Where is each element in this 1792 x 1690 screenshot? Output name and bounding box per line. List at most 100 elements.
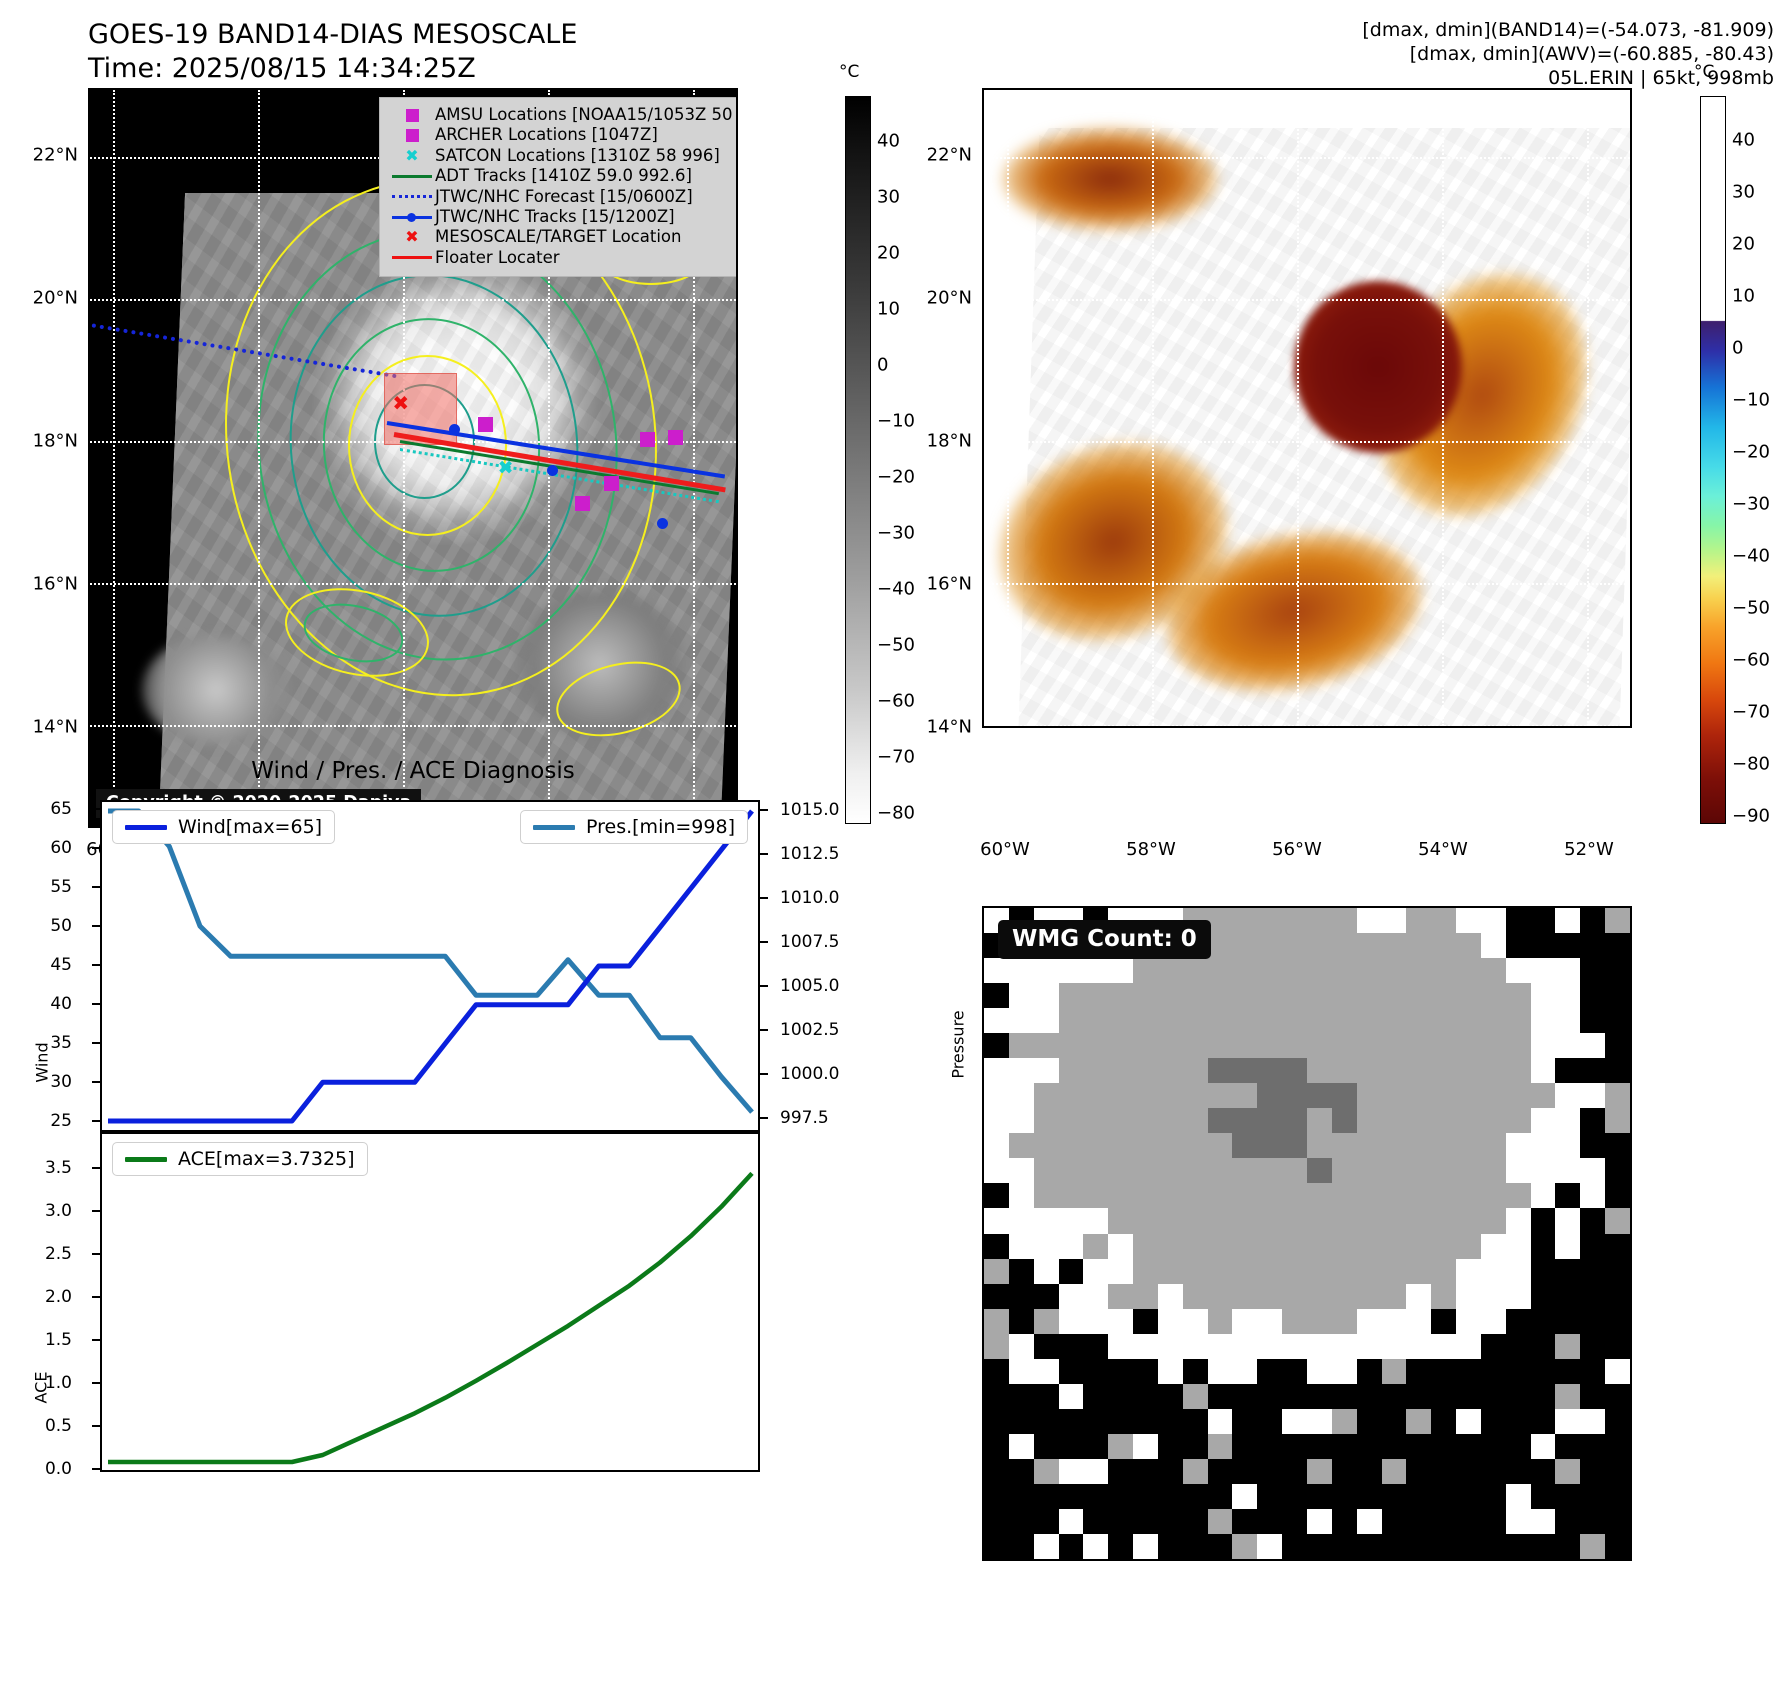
- wmg-cell: [1530, 1233, 1556, 1259]
- wmg-cell: [1133, 1383, 1159, 1410]
- ace-ytick: 1.0: [44, 1373, 72, 1393]
- wmg-cell: [1356, 1108, 1382, 1134]
- wmg-cell: [1480, 1408, 1507, 1435]
- wmg-cell: [984, 1083, 1010, 1109]
- wmg-cell: [1381, 1083, 1407, 1109]
- wmg-cell: [1530, 1533, 1556, 1559]
- wmg-cell: [1331, 1383, 1358, 1410]
- wmg-cell: [1530, 1383, 1556, 1410]
- wmg-cell: [1083, 983, 1109, 1009]
- wmg-cell: [1307, 1533, 1333, 1559]
- bd-enhanced-ir-map[interactable]: [982, 88, 1632, 728]
- ir-satellite-map[interactable]: ✖ ✖ AMSU Locations [NOAA15/1053Z 50 1001…: [88, 88, 738, 828]
- wmg-cell: [1108, 1383, 1134, 1410]
- wmg-cell: [1580, 1333, 1606, 1360]
- wmg-cell: [1282, 958, 1308, 984]
- pressure-legend: Pres.[min=998]: [520, 810, 748, 844]
- wind-line: [108, 809, 754, 1124]
- wmg-cell: [1580, 908, 1606, 934]
- wmg-cell: [984, 1158, 1010, 1184]
- wind-pressure-chart[interactable]: Wind[max=65] Pres.[min=998]: [100, 800, 760, 1132]
- colorbar-tick: 0: [877, 354, 889, 376]
- wmg-cell: [1580, 1258, 1606, 1284]
- wmg-cell: [1431, 933, 1457, 959]
- wmg-cell: [1381, 1533, 1407, 1559]
- wmg-cell: [1257, 1208, 1283, 1234]
- cloud-blob: [516, 590, 685, 738]
- wmg-cell: [1207, 1383, 1233, 1410]
- wmg-cell: [1406, 1008, 1432, 1034]
- wmg-cell: [1008, 1008, 1035, 1034]
- wmg-cell: [1133, 1483, 1159, 1510]
- wmg-cell: [1157, 1058, 1184, 1084]
- wmg-cell: [1108, 1133, 1134, 1159]
- wmg-cell: [1282, 1308, 1308, 1335]
- wmg-cell: [1232, 1533, 1258, 1559]
- wmg-cell: [1257, 1333, 1283, 1360]
- wmg-cell: [1505, 1433, 1531, 1460]
- ace-chart[interactable]: ACE[max=3.7325]: [100, 1132, 760, 1472]
- wmg-cell: [1505, 1183, 1531, 1209]
- wmg-cell: [1058, 1308, 1084, 1335]
- archer-location-marker: [575, 496, 591, 512]
- wmg-cell: [1307, 1008, 1333, 1034]
- wmg-cell: [1257, 1008, 1283, 1034]
- wmg-cell: [1232, 1333, 1258, 1360]
- wmg-cell: [1480, 1483, 1507, 1510]
- wmg-cell: [1058, 1083, 1084, 1109]
- wmg-cell: [1058, 1058, 1084, 1084]
- ir-lat-tick: 20°N: [32, 287, 78, 309]
- wmg-cell: [1058, 1158, 1084, 1184]
- wmg-cell: [1605, 1508, 1630, 1535]
- wmg-cell: [1406, 1233, 1432, 1259]
- wmg-cell: [1580, 1158, 1606, 1184]
- wmg-cell: [984, 958, 1010, 984]
- wmg-cell: [1356, 1408, 1382, 1435]
- wmg-cell: [1257, 1158, 1283, 1184]
- wmg-cell: [984, 1283, 1010, 1309]
- wmg-cell: [1108, 1258, 1134, 1284]
- colorbar-tick: −40: [877, 578, 915, 600]
- wmg-cell: [1505, 1158, 1531, 1184]
- wmg-cell: [1282, 1083, 1308, 1109]
- wmg-cell: [1456, 1108, 1482, 1134]
- wmg-cell: [1555, 1033, 1581, 1059]
- wmg-cell: [1356, 1258, 1382, 1284]
- wind-ytick: 35: [50, 1033, 72, 1053]
- wmg-cell: [1307, 1458, 1333, 1485]
- wmg-cell: [1480, 1458, 1507, 1485]
- grid-line-lat: [90, 583, 736, 586]
- wmg-cell: [1282, 1133, 1308, 1159]
- wmg-cell: [1356, 958, 1382, 984]
- wmg-cell: [1480, 933, 1507, 959]
- wmg-cell: [984, 1183, 1010, 1209]
- wmg-cell: [1083, 1133, 1109, 1159]
- grid-line-lat: [984, 156, 1630, 159]
- grid-line-lon: [1586, 90, 1589, 726]
- wmg-cell: [1157, 1183, 1184, 1209]
- wmg-cell: [1083, 1033, 1109, 1059]
- wmg-cell: [1456, 1258, 1482, 1284]
- wmg-cell: [1157, 1283, 1184, 1309]
- wmg-cell: [1605, 1133, 1630, 1159]
- legend-row: Floater Locater: [389, 248, 736, 268]
- wmg-cell: [1555, 908, 1581, 934]
- wmg-cell: [1356, 933, 1382, 959]
- wmg-cell: [1605, 1533, 1630, 1559]
- wmg-cell: [1480, 908, 1507, 934]
- wmg-cell: [1232, 1058, 1258, 1084]
- wmg-cell: [1207, 1458, 1233, 1485]
- wmg-cell: [1480, 1233, 1507, 1259]
- wmg-cell: [1058, 1133, 1084, 1159]
- wmg-cell: [1580, 1308, 1606, 1335]
- wmg-cell: [1505, 908, 1531, 934]
- wmg-cell: [984, 1308, 1010, 1335]
- wmg-cell: [1331, 1008, 1358, 1034]
- grid-line-lat: [984, 582, 1630, 585]
- wmg-cell-grid: [984, 908, 1630, 1559]
- wmg-cell: [1133, 1083, 1159, 1109]
- pressure-legend-label: Pres.[min=998]: [586, 816, 735, 838]
- wmg-cell: [1356, 1008, 1382, 1034]
- wmg-cell: [1555, 1108, 1581, 1134]
- wmg-cloud-mask-panel[interactable]: WMG Count: 0: [982, 906, 1632, 1561]
